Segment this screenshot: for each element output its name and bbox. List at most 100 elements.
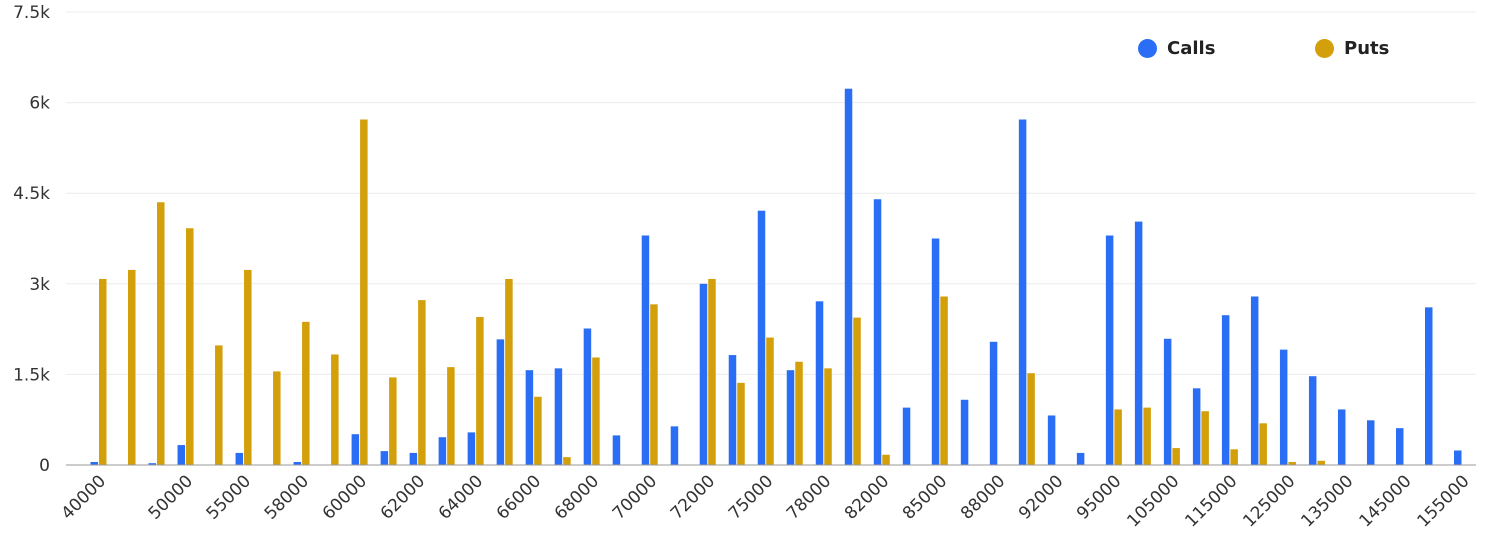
calls-bar-78000[interactable] (815, 301, 824, 465)
calls-bar-155000[interactable] (1454, 450, 1462, 465)
puts-bar-45000[interactable] (128, 269, 136, 465)
puts-bar-67000[interactable] (563, 457, 571, 465)
x-tick-label: 68000 (551, 471, 603, 523)
x-tick-label: 50000 (145, 471, 197, 523)
y-tick-label: 7.5k (13, 3, 50, 23)
calls-bar-64000[interactable] (467, 432, 476, 465)
puts-bar-52000[interactable] (215, 345, 223, 465)
x-tick-label: 95000 (1073, 471, 1125, 523)
puts-bar-125000[interactable] (1288, 461, 1296, 465)
calls-bar-110000[interactable] (1192, 388, 1201, 465)
calls-bar-63000[interactable] (438, 437, 447, 465)
puts-bar-76000[interactable] (795, 361, 803, 465)
puts-bar-74000[interactable] (737, 382, 745, 465)
calls-bar-150000[interactable] (1424, 307, 1433, 465)
calls-bar-82000[interactable] (873, 199, 882, 466)
y-tick-label: 0 (39, 456, 50, 476)
puts-bar-70000[interactable] (650, 304, 658, 465)
puts-bar-68000[interactable] (592, 357, 600, 465)
legend-calls[interactable]: Calls (1138, 38, 1215, 59)
x-tick-label: 40000 (58, 471, 110, 523)
calls-bar-140000[interactable] (1366, 420, 1375, 465)
puts-bar-50000[interactable] (186, 228, 194, 465)
calls-bar-105000[interactable] (1163, 338, 1172, 465)
x-tick-label: 92000 (1015, 471, 1067, 523)
puts-bar-62000[interactable] (418, 300, 426, 465)
calls-bar-58000[interactable] (293, 461, 302, 465)
calls-bar-70000[interactable] (641, 235, 650, 465)
calls-bar-74000[interactable] (728, 355, 737, 465)
calls-bar-100000[interactable] (1134, 221, 1143, 465)
puts-bar-55000[interactable] (244, 269, 252, 465)
calls-bar-80000[interactable] (844, 88, 853, 465)
puts-bar-58000[interactable] (302, 321, 310, 465)
puts-bar-120000[interactable] (1259, 423, 1267, 465)
puts-bar-60000[interactable] (360, 119, 368, 466)
calls-bar-48000[interactable] (148, 463, 157, 465)
puts-bar-110000[interactable] (1201, 411, 1209, 465)
puts-bar-61000[interactable] (389, 377, 397, 465)
calls-bar-90000[interactable] (1018, 119, 1027, 466)
puts-bar-64000[interactable] (476, 317, 484, 465)
calls-bar-50000[interactable] (177, 445, 186, 465)
puts-bar-130000[interactable] (1317, 460, 1325, 465)
puts-bar-65000[interactable] (505, 278, 513, 465)
y-tick-label: 4.5k (13, 184, 50, 204)
calls-bar-65000[interactable] (496, 339, 505, 465)
puts-bar-105000[interactable] (1172, 448, 1180, 465)
calls-bar-62000[interactable] (409, 452, 418, 465)
calls-bar-75000[interactable] (757, 210, 766, 465)
puts-bar-63000[interactable] (447, 367, 455, 465)
calls-bar-76000[interactable] (786, 370, 795, 465)
calls-bar-145000[interactable] (1395, 428, 1404, 465)
x-tick-label: 78000 (783, 471, 835, 523)
x-tick-label: 125000 (1239, 471, 1299, 531)
calls-bar-120000[interactable] (1250, 296, 1259, 465)
puts-bar-72000[interactable] (708, 278, 716, 465)
calls-bar-85000[interactable] (931, 238, 940, 466)
calls-bar-130000[interactable] (1308, 376, 1317, 465)
calls-bar-68000[interactable] (583, 328, 592, 465)
calls-bar-67000[interactable] (554, 368, 563, 465)
calls-bar-66000[interactable] (525, 370, 534, 465)
puts-bar-40000[interactable] (99, 278, 107, 465)
x-tick-label: 155000 (1413, 471, 1473, 531)
puts-bar-78000[interactable] (824, 368, 832, 465)
puts-bar-75000[interactable] (766, 337, 774, 465)
calls-bar-125000[interactable] (1279, 349, 1288, 465)
puts-bar-95000[interactable] (1114, 409, 1122, 465)
puts-bar-82000[interactable] (882, 454, 890, 465)
puts-bar-59000[interactable] (331, 354, 339, 465)
puts-bar-56000[interactable] (273, 371, 281, 465)
calls-bar-92000[interactable] (1047, 415, 1056, 465)
calls-bar-84000[interactable] (902, 407, 911, 465)
calls-bar-86000[interactable] (960, 399, 969, 465)
x-tick-label: 66000 (493, 471, 545, 523)
calls-bar-40000[interactable] (90, 461, 99, 465)
calls-bar-94000[interactable] (1076, 452, 1085, 465)
calls-bar-61000[interactable] (380, 451, 389, 465)
puts-bar-90000[interactable] (1027, 373, 1035, 465)
y-tick-label: 1.5k (13, 365, 50, 385)
legend-puts[interactable]: Puts (1315, 38, 1389, 59)
puts-bar-80000[interactable] (853, 317, 861, 465)
calls-bar-88000[interactable] (989, 341, 998, 465)
calls-bar-95000[interactable] (1105, 235, 1114, 465)
puts-bar-85000[interactable] (940, 296, 948, 465)
calls-bar-135000[interactable] (1337, 409, 1346, 465)
puts-bar-48000[interactable] (157, 202, 165, 465)
puts-bar-115000[interactable] (1230, 449, 1238, 465)
puts-bar-66000[interactable] (534, 396, 542, 465)
x-tick-label: 62000 (377, 471, 429, 523)
x-tick-label: 70000 (609, 471, 661, 523)
calls-bar-69000[interactable] (612, 435, 621, 465)
calls-bar-60000[interactable] (351, 434, 360, 465)
puts-bar-100000[interactable] (1143, 407, 1151, 465)
x-tick-label: 64000 (435, 471, 487, 523)
x-tick-label: 88000 (957, 471, 1009, 523)
calls-bar-71000[interactable] (670, 426, 679, 465)
calls-bar-72000[interactable] (699, 283, 708, 465)
calls-bar-55000[interactable] (235, 452, 244, 465)
calls-bar-115000[interactable] (1221, 315, 1230, 465)
x-tick-label: 75000 (725, 471, 777, 523)
